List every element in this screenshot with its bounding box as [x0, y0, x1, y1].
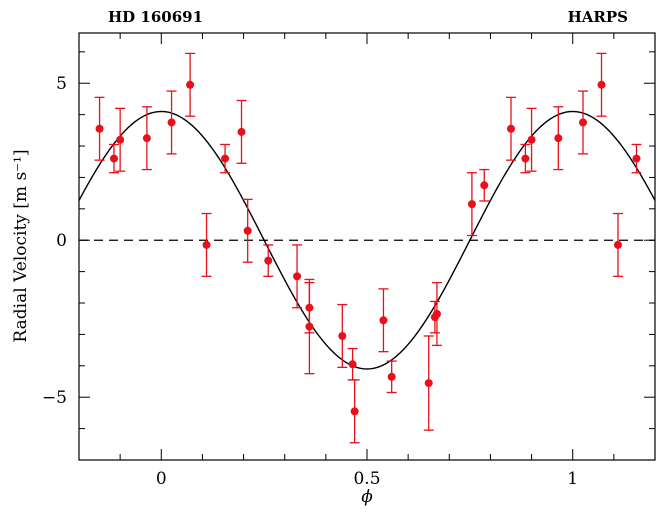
data-point-group — [378, 288, 389, 353]
data-point-group — [466, 172, 477, 237]
data-point — [109, 154, 118, 163]
data-point-group — [578, 90, 588, 155]
data-point-group — [337, 303, 348, 369]
data-point — [338, 331, 347, 340]
data-point-group — [431, 281, 442, 347]
data-point-group — [292, 244, 303, 309]
data-point — [264, 256, 273, 265]
data-point — [597, 80, 606, 89]
chart-title-left: HD 160691 — [108, 8, 203, 26]
data-point — [467, 200, 476, 209]
data-point — [350, 407, 359, 416]
data-point — [527, 135, 536, 144]
data-point-group — [115, 107, 126, 172]
data-point-group — [631, 143, 642, 174]
data-point-group — [201, 212, 212, 277]
data-point-group — [553, 106, 564, 171]
data-point — [632, 154, 641, 163]
data-point — [305, 322, 314, 331]
x-tick-label: 0 — [156, 469, 167, 489]
data-point — [432, 310, 441, 319]
data-point-group — [386, 360, 397, 394]
data-point-group — [236, 99, 247, 164]
data-point-group — [347, 347, 358, 381]
data-point — [237, 127, 246, 136]
plot-frame — [78, 32, 656, 461]
data-point — [613, 240, 622, 249]
data-point — [243, 226, 252, 235]
data-point-group — [94, 96, 105, 161]
data-point — [579, 118, 587, 127]
data-point — [480, 181, 489, 190]
data-point — [116, 135, 125, 144]
data-point-group — [304, 278, 315, 375]
data-point-group — [612, 212, 623, 277]
data-point — [424, 379, 433, 388]
x-tick-label: 0.5 — [353, 469, 380, 489]
model-curve — [79, 110, 655, 370]
y-tick-label: 5 — [56, 74, 67, 94]
data-point — [221, 154, 230, 163]
data-point-group — [263, 244, 274, 277]
y-axis-label: Radial Velocity [m s⁻¹] — [11, 149, 31, 342]
data-point — [95, 124, 104, 133]
data-point — [554, 134, 563, 143]
data-point — [379, 316, 388, 325]
data-point-group — [506, 96, 516, 161]
plot-inner — [79, 52, 655, 444]
data-point-group — [520, 143, 531, 174]
x-axis-label: ϕ — [361, 487, 373, 507]
data-point — [186, 80, 195, 89]
data-point-group — [349, 379, 360, 444]
axis-tick-labels: 0 0.5 1 −5 0 5 — [42, 74, 578, 489]
data-point — [521, 154, 530, 163]
data-point-group — [596, 52, 607, 117]
data-point — [142, 134, 151, 143]
data-point-group — [423, 335, 434, 431]
data-point-group — [479, 168, 490, 202]
x-tick-label: 1 — [567, 469, 578, 489]
data-point-group — [526, 107, 537, 172]
data-point — [507, 124, 515, 133]
data-point — [293, 272, 302, 281]
data-point — [387, 372, 396, 381]
axis-ticks — [78, 33, 656, 461]
chart-title-right: HARPS — [568, 8, 628, 26]
data-point-group — [166, 90, 177, 155]
data-point-group — [108, 143, 119, 174]
y-tick-label: 0 — [56, 231, 67, 251]
data-point — [348, 360, 357, 369]
plot-area — [79, 52, 655, 444]
data-point-group — [242, 198, 253, 263]
data-point-group — [141, 106, 152, 171]
data-point — [167, 118, 176, 127]
data-point-group — [220, 143, 231, 174]
data-point-group — [185, 52, 196, 117]
y-tick-label: −5 — [42, 388, 67, 408]
data-point — [202, 240, 211, 249]
